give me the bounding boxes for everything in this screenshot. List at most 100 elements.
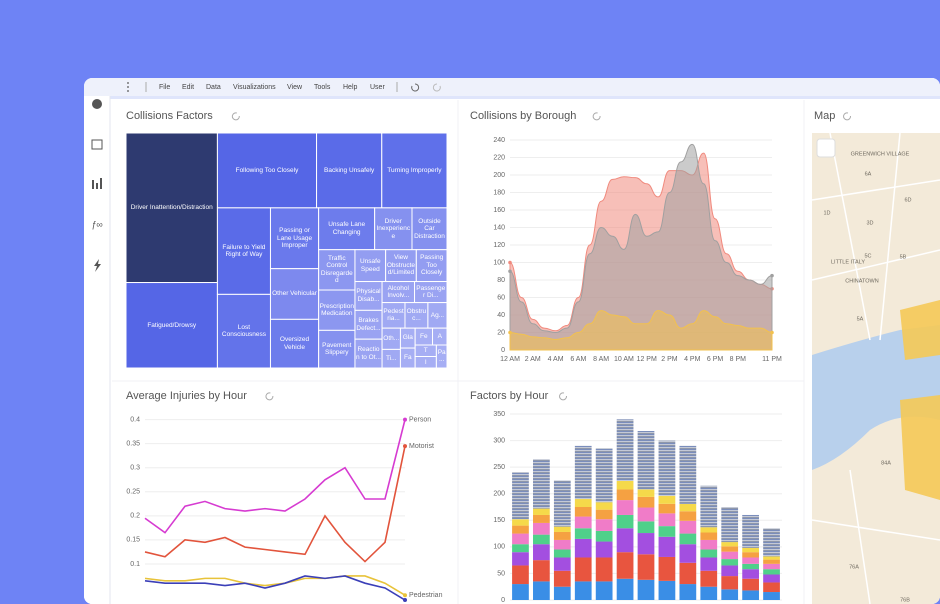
treemap-label-box: Outside Car Distraction <box>414 217 445 240</box>
bar-segment <box>658 513 676 527</box>
bar-segment <box>637 533 655 555</box>
bar-segment <box>721 576 739 590</box>
bar-segment <box>553 539 571 550</box>
map-label: 1D <box>823 210 830 216</box>
series-label: Motorist <box>409 443 434 450</box>
y-tick-label: 180 <box>493 189 505 196</box>
treemap-label: Obstruc... <box>406 307 427 323</box>
bar-segment <box>574 499 592 507</box>
y-tick-label: 250 <box>493 464 505 471</box>
undo[interactable] <box>411 83 420 92</box>
treemap-cell <box>216 207 271 295</box>
treemap-label-box: Obstruc... <box>406 307 427 323</box>
bar-segment <box>616 500 634 515</box>
bar-segment <box>595 530 613 542</box>
treemap-label: Following Too Closely <box>235 166 299 174</box>
panel-title: Factors by Hour <box>470 390 549 402</box>
bar-segment <box>658 556 676 581</box>
treemap-label: Unsafe Lane Changing <box>328 221 366 236</box>
treemap-label: T <box>423 347 428 354</box>
panel-title: Average Injuries by Hour <box>126 390 247 402</box>
bar-segment <box>533 560 550 582</box>
treemap-label: I <box>424 358 427 366</box>
refresh-icon[interactable] <box>559 392 567 401</box>
end-point <box>770 273 774 278</box>
chart-icon[interactable] <box>92 180 94 189</box>
menu-item[interactable]: Tools <box>314 84 331 91</box>
bar-segment <box>574 507 592 517</box>
table-icon[interactable] <box>91 139 103 150</box>
y-tick-label: 0.3 <box>130 465 140 472</box>
series-label: Pedestrian <box>409 592 443 599</box>
bar-segment <box>595 541 613 558</box>
bar-segment <box>700 570 718 587</box>
bar-segment <box>574 445 592 500</box>
treemap-label: A <box>437 332 442 340</box>
bar-segment <box>533 522 550 535</box>
treemap-label: Driver Inattention/Distraction <box>130 204 213 212</box>
bar-segment <box>700 586 718 600</box>
map-label: 3D <box>866 220 873 226</box>
bar-segment <box>512 552 529 566</box>
map-label: 5A <box>857 316 864 322</box>
end-point <box>508 260 512 265</box>
x-tick-label: 6 PM <box>707 356 724 363</box>
refresh-icon[interactable] <box>231 112 240 121</box>
bar-segment <box>658 440 676 496</box>
bar-segment <box>679 562 697 585</box>
menu-item[interactable]: File <box>159 84 170 91</box>
menu-item[interactable]: Edit <box>182 84 194 91</box>
map-label: 6D <box>904 197 911 203</box>
fx-icon[interactable]: ƒ∞ <box>91 219 102 229</box>
y-tick-label: 40 <box>497 312 505 319</box>
treemap-label: Outside Car Distraction <box>414 217 445 240</box>
treemap-label-box: Following Too Closely <box>235 166 299 174</box>
bar-segment <box>658 495 676 504</box>
bar-segment <box>679 533 697 545</box>
line <box>144 419 406 534</box>
bar-segment <box>721 542 739 547</box>
bar-segment <box>700 527 718 533</box>
bar-segment <box>533 544 550 561</box>
treemap-label-box: Fa <box>404 354 412 361</box>
treemap-label: Other Vehicular <box>272 290 317 298</box>
bar-segment <box>700 532 718 540</box>
bar-segment <box>763 569 780 575</box>
bar-segment <box>763 592 780 600</box>
menu-item[interactable]: View <box>287 84 303 91</box>
y-tick-label: 120 <box>493 242 505 249</box>
bar-segment <box>721 507 739 543</box>
bar-segment <box>512 472 529 520</box>
menu-item[interactable]: Help <box>343 84 358 91</box>
treemap-cell <box>269 207 320 270</box>
bar-segment <box>658 503 676 514</box>
y-tick-label: 0.2 <box>130 513 140 520</box>
refresh-icon[interactable] <box>592 112 601 121</box>
bar-segment <box>721 551 739 560</box>
treemap-cell <box>125 282 218 369</box>
redo[interactable] <box>432 83 441 92</box>
bar-segment <box>595 502 613 510</box>
refresh-icon[interactable] <box>843 112 851 121</box>
bar-segment <box>721 546 739 552</box>
bar-segment <box>574 516 592 529</box>
bar-segment <box>533 534 550 545</box>
y-tick-label: 240 <box>493 137 505 144</box>
bar-segment <box>742 578 759 591</box>
bar-segment <box>658 536 676 557</box>
bar-segment <box>742 569 759 579</box>
treemap-label-box: Pavement Slippery <box>322 342 351 356</box>
end-point <box>403 593 407 598</box>
treemap-label-box: A <box>437 332 442 340</box>
menu-item[interactable]: Visualizations <box>233 84 276 91</box>
bar-segment <box>595 557 613 582</box>
add-icon[interactable] <box>92 99 102 109</box>
bar-segment <box>595 448 613 503</box>
treemap-label: Prescription Medication <box>319 302 354 318</box>
treemap-label: Ti... <box>385 354 397 362</box>
bolt-icon[interactable] <box>94 259 101 272</box>
menu-item[interactable]: User <box>370 84 385 91</box>
refresh-icon[interactable] <box>265 392 274 401</box>
bar-segment <box>616 528 634 553</box>
menu-item[interactable]: Data <box>206 84 221 91</box>
